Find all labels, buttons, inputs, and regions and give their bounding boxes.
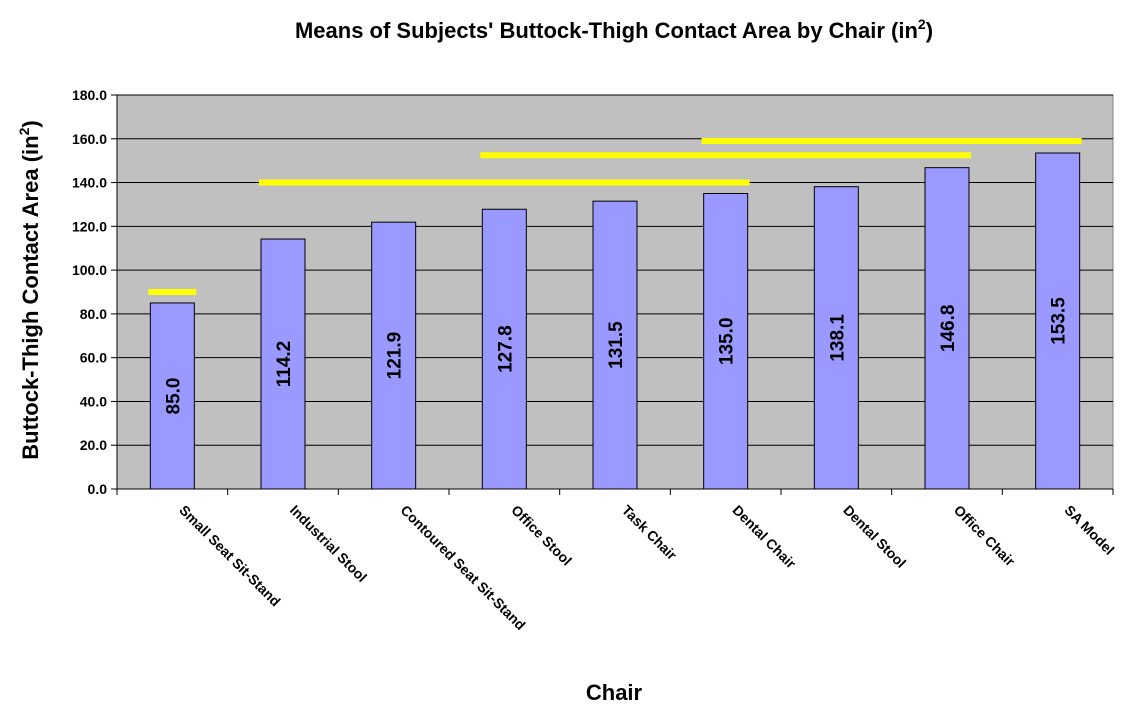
- bar: [703, 193, 749, 490]
- y-tick-label: 100.0: [72, 262, 107, 278]
- bar-data-label: 135.0: [717, 317, 738, 365]
- x-axis-label: Chair: [586, 680, 643, 705]
- x-tick-label: Industrial Stool: [287, 502, 370, 585]
- y-axis-label-main: Buttock-Thigh Contact Area (in: [18, 135, 43, 459]
- x-tick-label: Office Chair: [951, 502, 1019, 570]
- bar-data-label: 85.0: [163, 377, 184, 414]
- x-tick-label: Contoured Seat Sit-Stand: [398, 502, 529, 633]
- bar-data-label: 138.1: [827, 314, 848, 362]
- x-tick-label: Office Stool: [508, 502, 575, 569]
- bar-data-label: 153.5: [1049, 297, 1070, 345]
- bar-data-label: 127.8: [495, 325, 516, 373]
- chart-title-superscript: 2: [918, 16, 926, 32]
- bar-data-label: 146.8: [938, 305, 959, 353]
- y-axis-label: Buttock-Thigh Contact Area (in2): [16, 120, 43, 459]
- bar: [592, 200, 638, 490]
- y-tick-label: 20.0: [80, 437, 107, 453]
- bar: [1035, 152, 1081, 490]
- y-axis-label-superscript: 2: [16, 127, 32, 135]
- bar: [371, 221, 417, 490]
- plot-area: 0.0 20.0 40.0 60.0 80.0 100.0 120.0 140.0 160.0 1…: [72, 87, 1118, 633]
- bar: [260, 238, 306, 490]
- y-tick-label: 160.0: [72, 131, 107, 147]
- y-tick-label: 60.0: [80, 350, 107, 366]
- bar-data-label: 131.5: [606, 321, 627, 369]
- y-tick-label: 120.0: [72, 218, 107, 234]
- y-tick-label: 180.0: [72, 87, 107, 103]
- chart-title: Means of Subjects' Buttock-Thigh Contact…: [295, 16, 933, 43]
- x-tick-label: Dental Stool: [840, 502, 909, 571]
- y-axis-label-suffix: ): [18, 120, 43, 127]
- chart-title-main: Means of Subjects' Buttock-Thigh Contact…: [295, 18, 918, 43]
- bar: [924, 167, 970, 490]
- bar-data-label: 114.2: [274, 341, 295, 388]
- bar: [149, 302, 195, 490]
- y-tick-label: 40.0: [80, 393, 107, 409]
- y-tick-label: 0.0: [88, 481, 108, 497]
- x-tick-label: Dental Chair: [730, 502, 800, 572]
- y-tick-label: 140.0: [72, 175, 107, 191]
- bar: [481, 208, 527, 490]
- x-tick-label: Task Chair: [619, 502, 681, 564]
- x-tick-label: Small Seat Sit-Stand: [176, 502, 284, 610]
- bar-data-label: 121.9: [385, 332, 406, 380]
- y-tick-label: 80.0: [80, 306, 107, 322]
- chart-title-suffix: ): [926, 18, 933, 43]
- bar: [813, 186, 859, 490]
- x-tick-label: SA Model: [1062, 502, 1118, 558]
